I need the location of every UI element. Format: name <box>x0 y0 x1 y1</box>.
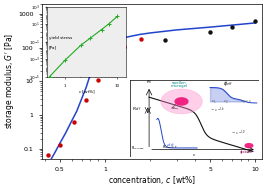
Point <box>84 98 88 101</box>
Point <box>230 26 234 29</box>
Point <box>96 78 100 81</box>
Y-axis label: storage modulus, $G'$ [Pa]: storage modulus, $G'$ [Pa] <box>3 33 16 129</box>
Point <box>58 143 62 146</box>
Point <box>122 45 127 48</box>
Point <box>46 153 50 156</box>
Point <box>72 121 76 124</box>
Point <box>163 38 167 41</box>
Point <box>253 19 257 22</box>
Point <box>139 38 144 41</box>
Point <box>208 30 212 33</box>
X-axis label: concentration, $c$ [wt%]: concentration, $c$ [wt%] <box>108 174 196 186</box>
Point <box>109 53 113 56</box>
